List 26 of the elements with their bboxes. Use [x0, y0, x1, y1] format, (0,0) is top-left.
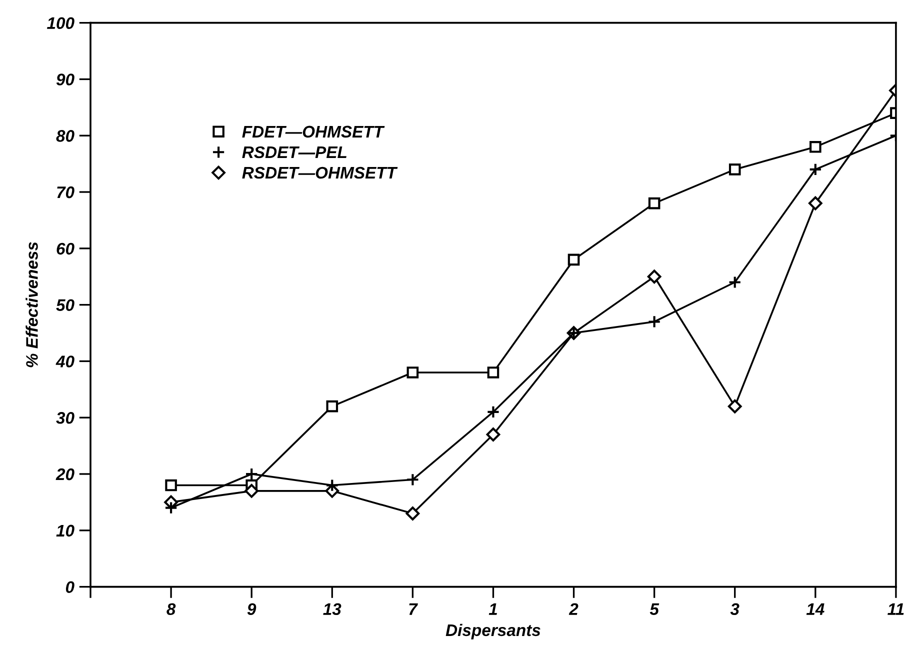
x-tick-label: 5 — [650, 603, 660, 616]
y-tick-label: 0 — [66, 581, 74, 594]
legend-label: RSDET—OHMSETT — [242, 166, 398, 179]
y-tick-label: 20 — [56, 468, 74, 480]
x-tick-label: 11 — [888, 603, 904, 615]
y-tick-label: 50 — [56, 299, 74, 312]
x-tick-label: 14 — [806, 603, 824, 615]
y-tick-label: 100 — [46, 17, 74, 30]
x-tick-label: 1 — [488, 603, 497, 615]
x-tick-label: 13 — [323, 603, 342, 616]
x-tick-label: 8 — [166, 603, 176, 616]
legend-label: RSDET—PEL — [242, 146, 346, 158]
y-tick-label: 10 — [56, 524, 74, 537]
legend-label: FDET—OHMSETT — [242, 126, 385, 138]
y-tick-label: 40 — [56, 356, 74, 368]
y-tick-label: 90 — [56, 74, 74, 86]
y-axis-title: % Effectiveness — [26, 242, 38, 368]
x-tick-label: 7 — [409, 603, 418, 615]
y-tick-label: 30 — [56, 412, 74, 424]
x-tick-label: 2 — [568, 603, 578, 615]
y-tick-label: 80 — [56, 130, 74, 142]
y-tick-label: 60 — [56, 242, 74, 255]
x-axis-title: Dispersants — [446, 624, 540, 640]
x-tick-label: 9 — [247, 603, 256, 616]
y-tick-label: 70 — [57, 186, 74, 198]
x-tick-label: 3 — [730, 603, 740, 616]
